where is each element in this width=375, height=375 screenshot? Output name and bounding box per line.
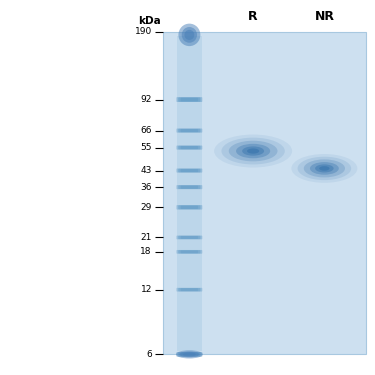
FancyBboxPatch shape — [181, 288, 198, 291]
FancyBboxPatch shape — [181, 251, 198, 254]
Ellipse shape — [182, 27, 197, 43]
FancyBboxPatch shape — [181, 206, 198, 209]
FancyBboxPatch shape — [176, 129, 203, 133]
FancyBboxPatch shape — [176, 146, 203, 150]
Ellipse shape — [229, 141, 278, 161]
Text: 21: 21 — [141, 233, 152, 242]
Text: 29: 29 — [141, 203, 152, 212]
FancyBboxPatch shape — [178, 236, 201, 239]
FancyBboxPatch shape — [163, 32, 366, 354]
Ellipse shape — [178, 24, 200, 46]
FancyBboxPatch shape — [176, 97, 203, 102]
Ellipse shape — [298, 157, 351, 180]
Text: R: R — [248, 9, 258, 22]
FancyBboxPatch shape — [176, 352, 203, 357]
Ellipse shape — [179, 351, 200, 357]
FancyBboxPatch shape — [181, 352, 198, 356]
FancyBboxPatch shape — [178, 205, 201, 209]
Ellipse shape — [291, 154, 357, 183]
FancyBboxPatch shape — [178, 129, 201, 132]
Ellipse shape — [319, 166, 330, 171]
FancyBboxPatch shape — [178, 146, 201, 150]
Ellipse shape — [236, 144, 270, 158]
FancyBboxPatch shape — [181, 146, 198, 149]
Ellipse shape — [221, 138, 285, 165]
Text: 43: 43 — [141, 166, 152, 175]
FancyBboxPatch shape — [178, 98, 201, 102]
FancyBboxPatch shape — [178, 169, 201, 172]
FancyBboxPatch shape — [181, 236, 198, 239]
Text: 190: 190 — [135, 27, 152, 36]
Text: 55: 55 — [140, 143, 152, 152]
FancyBboxPatch shape — [178, 185, 201, 189]
Ellipse shape — [310, 162, 339, 175]
Text: 36: 36 — [140, 183, 152, 192]
FancyBboxPatch shape — [176, 236, 203, 239]
Text: 12: 12 — [141, 285, 152, 294]
Text: 66: 66 — [140, 126, 152, 135]
FancyBboxPatch shape — [177, 36, 202, 351]
Text: 6: 6 — [146, 350, 152, 359]
FancyBboxPatch shape — [178, 352, 201, 357]
Ellipse shape — [304, 159, 345, 177]
Ellipse shape — [247, 148, 259, 154]
FancyBboxPatch shape — [181, 129, 198, 132]
Ellipse shape — [183, 352, 196, 356]
Text: NR: NR — [314, 9, 334, 22]
FancyBboxPatch shape — [181, 186, 198, 189]
FancyBboxPatch shape — [181, 169, 198, 172]
Ellipse shape — [242, 146, 264, 156]
FancyBboxPatch shape — [176, 205, 203, 210]
FancyBboxPatch shape — [178, 250, 201, 254]
FancyBboxPatch shape — [178, 288, 201, 291]
FancyBboxPatch shape — [176, 168, 203, 172]
Text: kDa: kDa — [138, 16, 161, 26]
FancyBboxPatch shape — [176, 250, 203, 254]
Text: 18: 18 — [140, 248, 152, 256]
FancyBboxPatch shape — [181, 98, 198, 101]
FancyBboxPatch shape — [176, 288, 203, 291]
Ellipse shape — [315, 164, 334, 172]
Text: 92: 92 — [141, 95, 152, 104]
Ellipse shape — [184, 30, 194, 40]
FancyBboxPatch shape — [176, 185, 203, 189]
Ellipse shape — [214, 135, 292, 168]
Ellipse shape — [176, 350, 203, 358]
